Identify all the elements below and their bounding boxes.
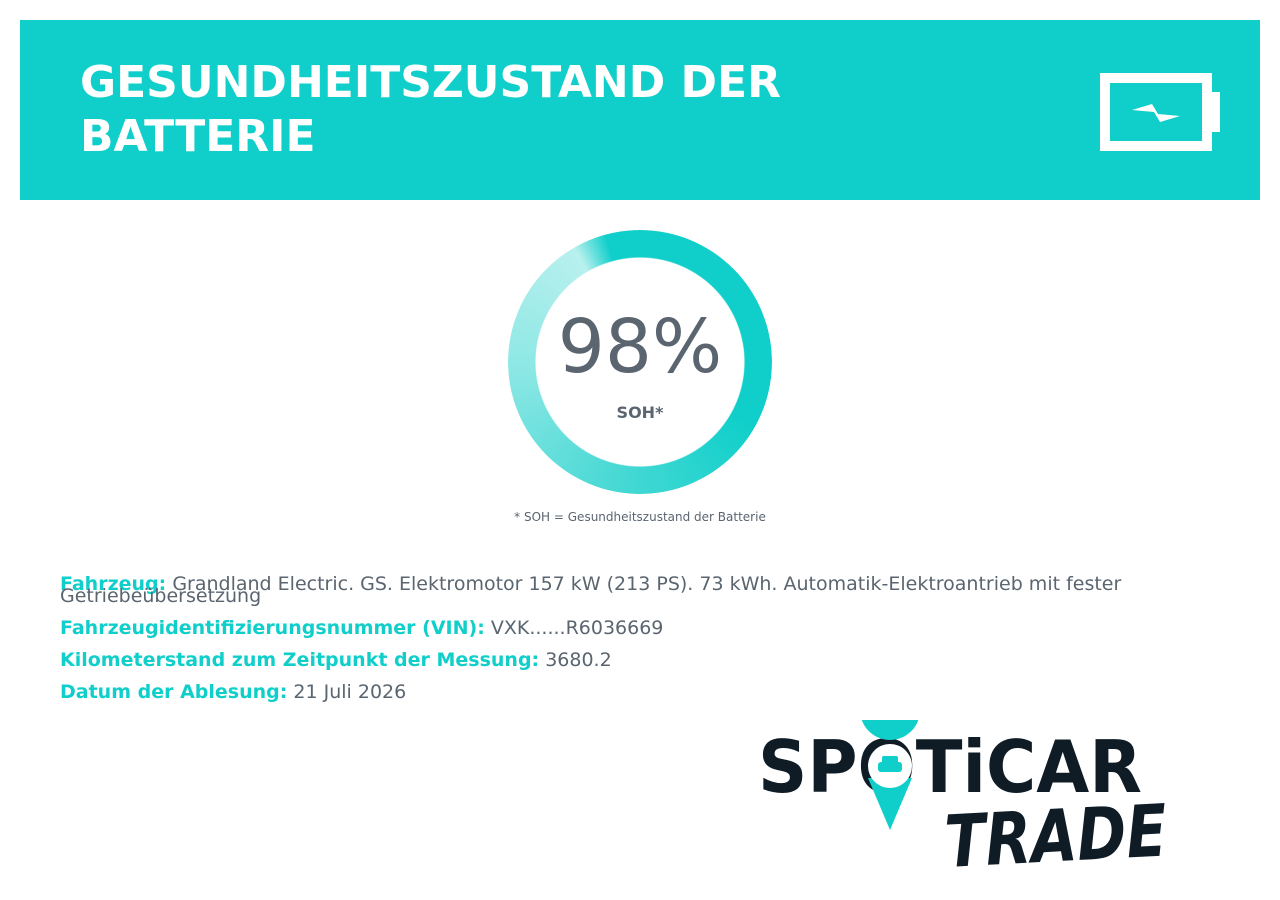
header: GESUNDHEITSZUSTAND DER BATTERIE [20, 20, 1260, 200]
detail-value: VXK......R6036669 [490, 617, 664, 639]
logo-brand: SPOTiCAR [758, 725, 1142, 809]
detail-row: Kilometerstand zum Zeitpunkt der Messung… [60, 651, 1210, 670]
logo-sub: TRADE [943, 788, 1169, 880]
detail-label: Datum der Ablesung: [60, 681, 288, 703]
detail-value: 21 Juli 2026 [293, 681, 407, 703]
detail-value: Grandland Electric. GS. Elektromotor 157… [60, 573, 1122, 607]
detail-label: Kilometerstand zum Zeitpunkt der Messung… [60, 649, 540, 671]
logo: SPOTiCAR TRADE [758, 720, 1169, 880]
detail-row: Fahrzeug: Grandland Electric. GS. Elektr… [60, 575, 1210, 606]
soh-value: 98% [557, 304, 723, 390]
detail-label: Fahrzeugidentifizierungsnummer (VIN): [60, 617, 485, 639]
detail-row: Datum der Ablesung: 21 Juli 2026 [60, 683, 1210, 702]
soh-label: SOH* [616, 403, 664, 422]
soh-ring [508, 230, 772, 494]
battery-icon [1100, 73, 1220, 151]
footnote: * SOH = Gesundheitszustand der Batterie [514, 510, 766, 524]
detail-value: 3680.2 [545, 649, 612, 671]
title: GESUNDHEITSZUSTAND DER BATTERIE [80, 57, 781, 162]
detail-label: Fahrzeug: [60, 573, 167, 595]
details: Fahrzeug: Grandland Electric. GS. Elektr… [60, 575, 1210, 718]
detail-row: Fahrzeugidentifizierungsnummer (VIN): VX… [60, 619, 1210, 638]
